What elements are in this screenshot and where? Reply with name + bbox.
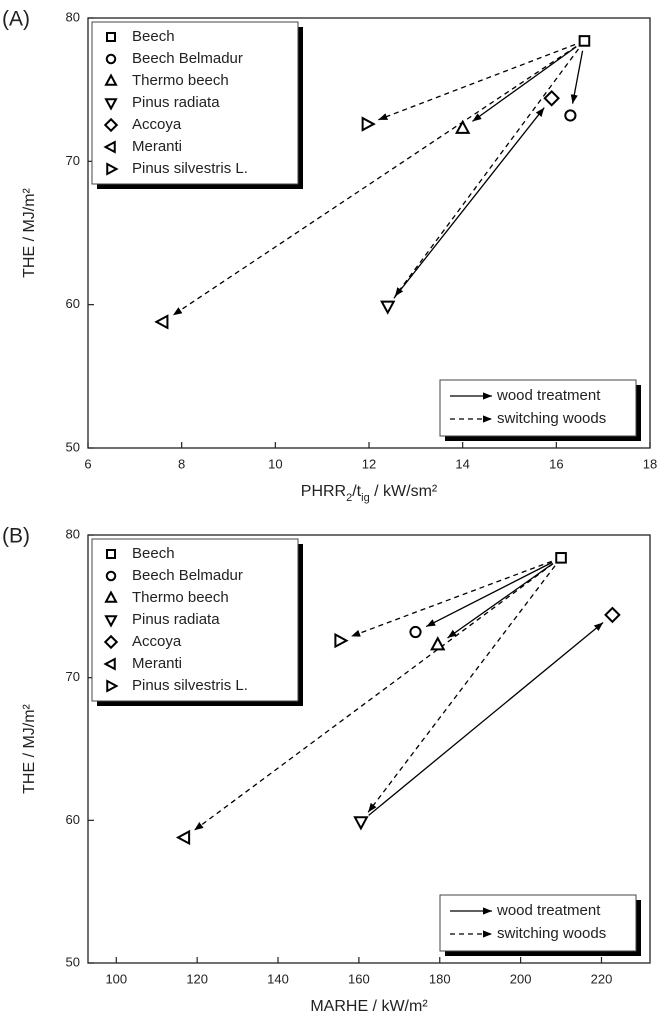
data-point [543, 89, 560, 107]
legend-label: Beech Belmadur [132, 567, 243, 584]
x-tick-label: 18 [643, 456, 657, 471]
data-point [604, 606, 621, 624]
y-tick-label: 60 [66, 296, 80, 311]
data-point [555, 552, 567, 564]
legend-marker [103, 634, 119, 650]
legend-label: Pinus radiata [132, 94, 220, 111]
legend-label: Accoya [132, 633, 182, 650]
legend-label: Pinus silvestris L. [132, 160, 248, 177]
legend-marker [103, 140, 116, 154]
arrow-legend-label: switching woods [497, 925, 606, 942]
data-point [353, 816, 369, 831]
x-tick-label: 120 [186, 971, 208, 986]
arrow [472, 46, 577, 122]
arrow-legend-box [439, 894, 637, 952]
legend-marker [104, 98, 118, 111]
arrow-legend-box [439, 379, 637, 437]
data-point [430, 636, 446, 651]
panel-label: (B) [2, 525, 30, 548]
legend-label: Pinus radiata [132, 611, 220, 628]
x-tick-label: 100 [105, 971, 127, 986]
data-point [154, 314, 169, 330]
arrow [350, 560, 552, 637]
x-axis-label-part: /t [352, 483, 361, 500]
arrow [447, 563, 554, 639]
data-point [564, 109, 577, 122]
x-axis-label-part: ig [361, 492, 370, 504]
arrow [394, 48, 579, 297]
x-axis-label-part: / kW/sm² [370, 483, 438, 500]
x-axis-label: MARHE / kW/m² [310, 998, 428, 1015]
plot-frame [87, 534, 651, 964]
arrow [193, 563, 554, 831]
arrow [378, 43, 576, 121]
arrow-legend-label: wood treatment [496, 902, 601, 919]
legend-label: Pinus silvestris L. [132, 677, 248, 694]
legend-marker [105, 53, 117, 65]
data-point [409, 625, 422, 639]
x-axis-label-part: PHRR [301, 483, 346, 500]
data-point [361, 116, 376, 132]
y-tick-label: 70 [66, 669, 80, 684]
legend-marker [106, 162, 119, 176]
x-tick-label: 6 [84, 456, 91, 471]
y-tick-label: 80 [66, 526, 80, 541]
legend-marker [106, 32, 116, 42]
x-axis-label-part: 2 [346, 492, 352, 504]
legend-label: Meranti [132, 655, 182, 672]
y-axis-label: THE / MJ/m² [21, 187, 38, 277]
legend-label: Accoya [132, 116, 182, 133]
x-tick-label: 200 [510, 971, 532, 986]
y-tick-label: 70 [66, 153, 80, 168]
legend-marker [104, 590, 118, 603]
arrow-legend-label: switching woods [497, 410, 606, 427]
x-tick-label: 8 [178, 456, 185, 471]
data-point [175, 829, 191, 846]
x-axis-label: PHRR2/tig / kW/sm² [301, 483, 438, 504]
arrow [367, 565, 556, 813]
legend-marker [105, 570, 117, 582]
arrow [368, 622, 604, 816]
legend-label: Thermo beech [132, 72, 229, 89]
legend-marker [103, 117, 119, 133]
legend-label: Beech [132, 545, 175, 562]
legend-marker [106, 679, 119, 693]
legend-marker [106, 549, 116, 559]
x-tick-label: 10 [268, 456, 282, 471]
x-tick-label: 14 [455, 456, 469, 471]
x-tick-label: 180 [429, 971, 451, 986]
legend-box [91, 21, 299, 185]
x-tick-label: 16 [549, 456, 563, 471]
y-tick-label: 80 [66, 9, 80, 24]
legend-label: Beech [132, 28, 175, 45]
x-tick-label: 140 [267, 971, 289, 986]
legend-marker [104, 615, 118, 628]
legend-marker [104, 73, 118, 86]
legend-marker [103, 657, 116, 671]
y-axis-label: THE / MJ/m² [21, 703, 38, 793]
x-tick-label: 160 [348, 971, 370, 986]
y-tick-label: 50 [66, 439, 80, 454]
x-axis-label-part: MARHE / kW/m² [310, 998, 428, 1015]
legend-label: Beech Belmadur [132, 50, 243, 67]
y-tick-label: 60 [66, 812, 80, 827]
legend-label: Meranti [132, 138, 182, 155]
data-point [380, 300, 396, 315]
data-point [334, 632, 349, 649]
arrow [393, 107, 545, 299]
legend-label: Thermo beech [132, 589, 229, 606]
data-point [454, 119, 471, 134]
x-tick-label: 220 [591, 971, 613, 986]
arrow-legend-label: wood treatment [496, 387, 601, 404]
arrow [425, 561, 553, 628]
y-tick-label: 50 [66, 954, 80, 969]
legend-box [91, 538, 299, 702]
panel-label: (A) [2, 8, 30, 31]
data-point [578, 35, 591, 47]
x-tick-label: 12 [362, 456, 376, 471]
arrow [570, 50, 584, 104]
